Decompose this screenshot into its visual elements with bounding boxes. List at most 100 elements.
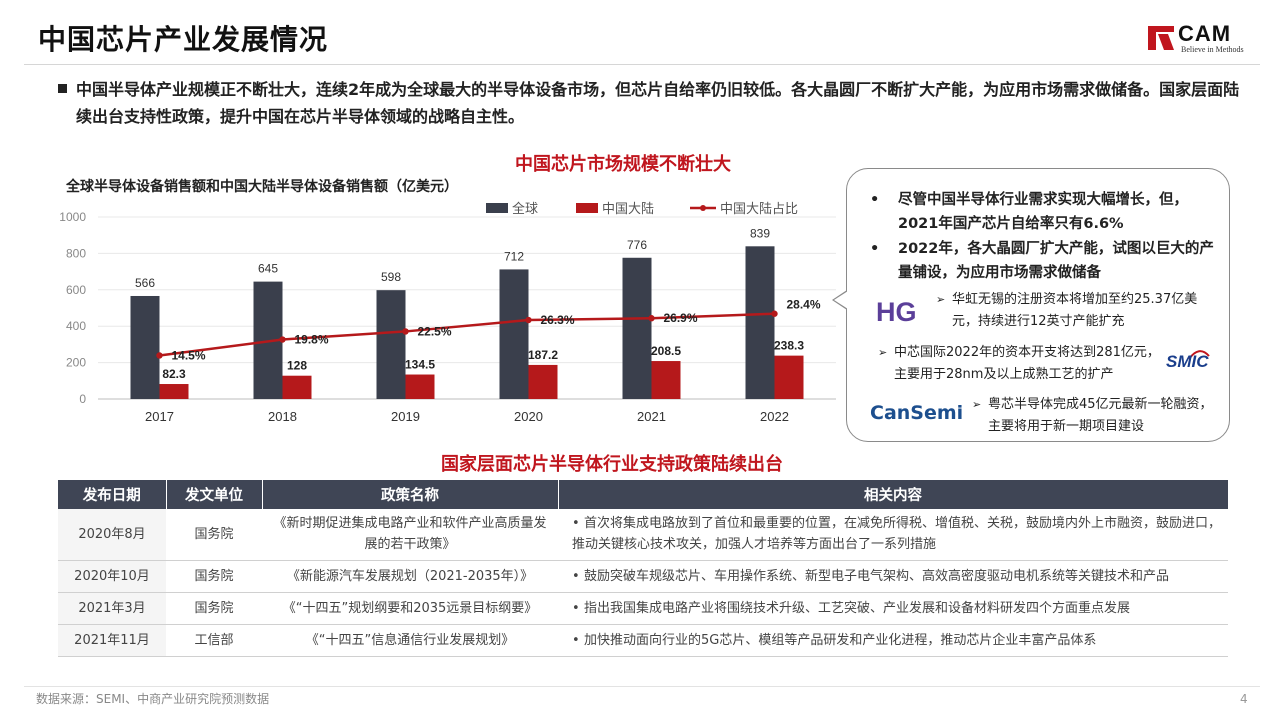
- ratio-point: [648, 315, 655, 322]
- cell-content: • 加快推动面向行业的5G芯片、模组等产品研发和产业化进程，推动芯片企业丰富产品体…: [558, 624, 1228, 657]
- ratio-point: [402, 328, 409, 335]
- y-tick-label: 400: [66, 319, 86, 333]
- bar-global: [130, 295, 160, 399]
- bar-china-label: 134.5: [405, 358, 435, 372]
- table-row: 2021年11月 工信部 《“十四五”信息通信行业发展规划》 • 加快推动面向行业…: [58, 624, 1228, 657]
- legend-swatch-china: [576, 203, 598, 213]
- bubble-point-2-text: 2022年，各大晶圆厂扩大产能，试图以巨大的产量铺设，为应用市场需求做储备: [898, 241, 1214, 281]
- bubble-point-1-text: 尽管中国半导体行业需求实现大幅增长，但，2021年国产芯片自给率只有6.6%: [898, 192, 1188, 232]
- header-date: 发布日期: [58, 480, 167, 509]
- bar-global: [622, 257, 652, 399]
- ratio-point: [279, 336, 286, 343]
- header-policy-name: 政策名称: [262, 480, 559, 509]
- arrow-bullet-icon: ➢: [972, 398, 982, 411]
- ratio-label: 28.4%: [787, 298, 821, 312]
- page-title: 中国芯片产业发展情况: [38, 23, 329, 56]
- cell-policy-name: 《新时期促进集成电路产业和软件产业高质量发展的若干政策》: [262, 509, 558, 561]
- x-tick-label: 2022: [760, 409, 789, 424]
- cell-policy-name: 《“十四五”规划纲要和2035远景目标纲要》: [262, 592, 558, 625]
- equipment-sales-chart: 0 200 400 600 800 1000 2017 2018 2019 2020 2021 202…: [56, 195, 846, 435]
- bubble-sub-1-text: 华虹无锡的注册资本将增加至约25.37亿美元，持续进行12英寸产能扩充: [952, 292, 1198, 329]
- bubble-point-2: • 2022年，各大晶圆厂扩大产能，试图以巨大的产量铺设，为应用市场需求做储备: [870, 237, 1222, 285]
- ratio-label: 26.3%: [541, 313, 575, 327]
- bar-china-label: 187.2: [528, 348, 558, 362]
- ratio-point: [525, 316, 532, 324]
- x-tick-label: 2017: [145, 409, 174, 424]
- table-row: 2020年8月 国务院 《新时期促进集成电路产业和软件产业高质量发展的若干政策》…: [58, 509, 1228, 561]
- table-header-row: 发布日期 发文单位 政策名称 相关内容: [58, 480, 1229, 509]
- x-tick-label: 2020: [514, 409, 543, 424]
- huahong-logo-text: HG: [876, 297, 917, 326]
- logo-text: CAM: [1178, 21, 1232, 46]
- bubble-sub-2-text: 中芯国际2022年的资本开支将达到281亿元，主要用于28nm及以上成熟工艺的扩…: [894, 345, 1160, 382]
- intro-text: 中国半导体产业规模正不断壮大，连续2年成为全球最大的半导体设备市场，但芯片自给率…: [76, 80, 1240, 126]
- bubble-sub-2: ➢ 中芯国际2022年的资本开支将达到281亿元，主要用于28nm及以上成熟工艺…: [878, 342, 1170, 386]
- cell-content: • 鼓励突破车规级芯片、车用操作系统、新型电子电气架构、高效高密度驱动电机系统等关…: [558, 560, 1228, 593]
- cell-content: • 首次将集成电路放到了首位和最重要的位置，在减免所得税、增值税、关税，鼓励境内外…: [558, 509, 1228, 561]
- ratio-line: [159, 312, 775, 357]
- legend-label-ratio: 中国大陆占比: [720, 201, 798, 217]
- ratio-point: [771, 310, 778, 317]
- cell-content-text: 鼓励突破车规级芯片、车用操作系统、新型电子电气架构、高效高密度驱动电机系统等关键…: [584, 568, 1170, 584]
- cell-content: • 指出我国集成电路产业将围绕技术升级、工艺突破、产业发展和设备材料研发四个方面重…: [558, 592, 1228, 625]
- cell-date: 2020年10月: [58, 560, 166, 593]
- bar-global-label: 776: [627, 238, 647, 252]
- header-content: 相关内容: [558, 480, 1229, 509]
- bubble-point-1: • 尽管中国半导体行业需求实现大幅增长，但，2021年国产芯片自给率只有6.6%: [870, 188, 1222, 236]
- cell-content-text: 加快推动面向行业的5G芯片、模组等产品研发和产业化进程，推动芯片企业丰富产品体系: [584, 632, 1097, 648]
- footer-divider: [24, 686, 1260, 687]
- chart-title: 全球半导体设备销售额和中国大陆半导体设备销售额（亿美元）: [66, 179, 458, 195]
- bullet-icon: •: [572, 516, 580, 532]
- bar-china: [651, 361, 681, 399]
- chart-svg: 0 200 400 600 800 1000 2017 2018 2019 2020 2021 202…: [59, 201, 836, 424]
- ratio-label: 19.8%: [295, 333, 329, 347]
- y-tick-label: 1000: [59, 210, 86, 224]
- ratio-label: 22.5%: [418, 324, 452, 338]
- cell-date: 2021年3月: [58, 592, 166, 625]
- bullet-icon: •: [870, 241, 880, 257]
- ratio-label: 14.5%: [172, 348, 206, 362]
- bar-china: [405, 374, 435, 399]
- legend-swatch-ratio-dot: [700, 205, 706, 211]
- cell-content-text: 首次将集成电路放到了首位和最重要的位置，在减免所得税、增值税、关税，鼓励境内外上…: [572, 516, 1222, 553]
- cell-date: 2021年11月: [58, 624, 166, 657]
- huahong-logo: HG: [876, 297, 917, 326]
- logo-tagline: Believe in Methods: [1181, 45, 1244, 54]
- page-number: 4: [1240, 692, 1248, 706]
- cell-policy-name: 《“十四五”信息通信行业发展规划》: [262, 624, 558, 657]
- cell-org: 国务院: [166, 509, 262, 561]
- y-tick-label: 0: [79, 392, 86, 406]
- bar-china-label: 238.3: [774, 339, 804, 353]
- cell-content-text: 指出我国集成电路产业将围绕技术升级、工艺突破、产业发展和设备材料研发四个方面重点…: [584, 600, 1131, 616]
- smic-arc-icon: [1188, 350, 1210, 360]
- cell-org: 工信部: [166, 624, 262, 657]
- cam-logo: CAM Believe in Methods: [1148, 22, 1260, 54]
- bubble-tail-inner: [834, 291, 848, 309]
- cell-date: 2020年8月: [58, 509, 166, 561]
- section-title-policy: 国家层面芯片半导体行业支持政策陆续出台: [441, 454, 783, 475]
- legend-label-china: 中国大陆: [602, 201, 654, 217]
- cam-logo-mark-icon: [1148, 26, 1174, 50]
- bar-global-label: 645: [258, 262, 278, 276]
- bubble-sub-1: ➢ 华虹无锡的注册资本将增加至约25.37亿美元，持续进行12英寸产能扩充: [936, 289, 1220, 333]
- x-tick-label: 2018: [268, 409, 297, 424]
- y-tick-label: 600: [66, 283, 86, 297]
- x-tick-label: 2021: [637, 409, 666, 424]
- legend-label-global: 全球: [512, 201, 538, 217]
- bar-global-label: 566: [135, 276, 155, 290]
- arrow-bullet-icon: ➢: [936, 293, 946, 306]
- bar-china: [774, 355, 804, 399]
- cell-org: 国务院: [166, 592, 262, 625]
- header-divider: [24, 64, 1260, 65]
- bar-china: [528, 364, 558, 399]
- square-bullet-icon: [58, 84, 67, 93]
- intro-paragraph: 中国半导体产业规模正不断壮大，连续2年成为全球最大的半导体设备市场，但芯片自给率…: [58, 76, 1248, 130]
- y-tick-label: 200: [66, 356, 86, 370]
- table-row: 2020年10月 国务院 《新能源汽车发展规划（2021-2035年）》 • 鼓励…: [58, 560, 1228, 593]
- bullet-icon: •: [870, 192, 880, 208]
- bar-china: [282, 375, 312, 399]
- data-source: 数据来源：SEMI、中商产业研究院预测数据: [36, 692, 270, 706]
- bar-global: [745, 246, 775, 399]
- bar-global-label: 839: [750, 226, 770, 240]
- header-org: 发文单位: [166, 480, 263, 509]
